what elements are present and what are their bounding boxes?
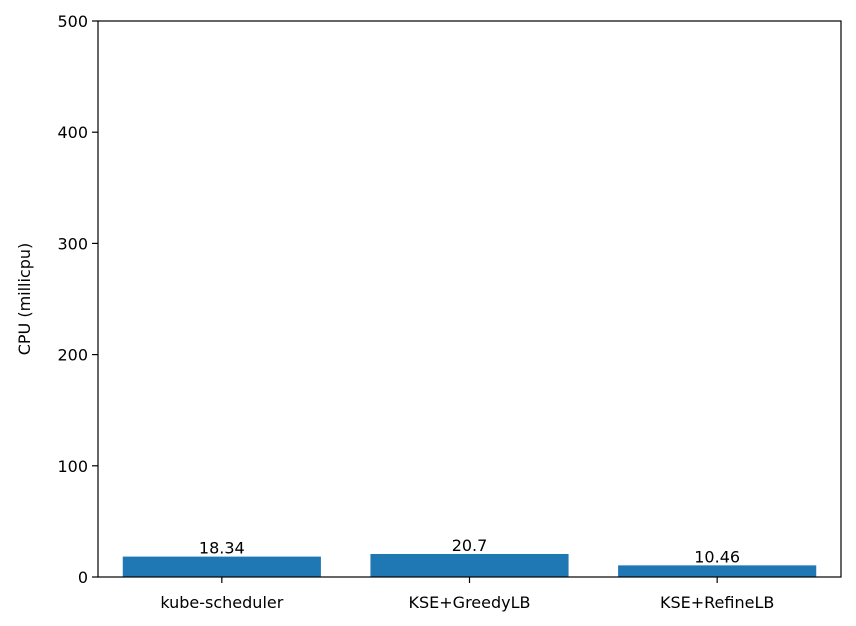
bar-value-label: 18.34 <box>199 539 245 558</box>
bar-kube-scheduler <box>122 556 321 577</box>
x-tick-label: kube-scheduler <box>160 593 283 612</box>
y-axis-label: CPU (millicpu) <box>15 243 34 356</box>
y-tick-label: 0 <box>78 568 88 587</box>
bar-kse-greedylb <box>370 553 569 577</box>
y-tick-label: 200 <box>57 346 88 365</box>
plot-frame <box>97 20 842 578</box>
y-tick-label: 100 <box>57 457 88 476</box>
x-axis-ticks: kube-scheduler KSE+GreedyLB KSE+RefineLB <box>160 577 774 612</box>
x-tick-label: KSE+GreedyLB <box>409 593 531 612</box>
bar-value-label: 10.46 <box>694 547 740 566</box>
x-tick-label: KSE+RefineLB <box>660 593 774 612</box>
y-tick-label: 500 <box>57 12 88 31</box>
bars-group <box>122 553 817 577</box>
y-tick-label: 400 <box>57 123 88 142</box>
bar-value-label: 20.7 <box>452 536 488 555</box>
y-tick-label: 300 <box>57 234 88 253</box>
bar-value-labels: 18.34 20.7 10.46 <box>199 536 740 566</box>
y-axis-ticks: 0 100 200 300 400 500 <box>57 12 98 587</box>
bar-kse-refinelb <box>618 565 817 577</box>
